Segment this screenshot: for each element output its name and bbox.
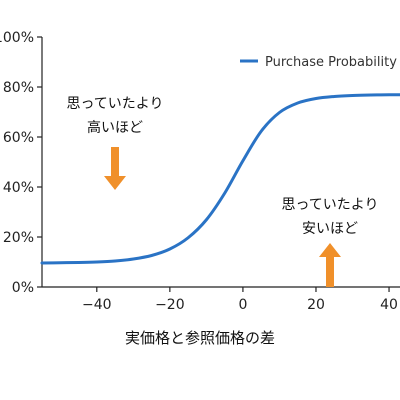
y-tick-label: 100%: [0, 30, 34, 46]
annotation-cheaper-arrow-icon: [319, 243, 341, 287]
y-tick-label: 60%: [3, 130, 34, 146]
series-layer: [40, 93, 400, 265]
series-line-purchase-probability: [40, 93, 400, 265]
annotation-higher-text: 高いほど: [87, 119, 143, 136]
legend: Purchase Probability: [240, 55, 397, 70]
annotation-higher-arrow-icon: [104, 147, 126, 190]
x-tick-label: −20: [155, 297, 185, 313]
x-axis-label: 実価格と参照価格の差: [125, 329, 275, 347]
legend-label: Purchase Probability: [265, 55, 397, 70]
annotation-higher-text: 思っていたより: [66, 96, 163, 112]
annotation-cheaper-text: 思っていたより: [281, 197, 378, 213]
x-tick-label: 0: [238, 297, 247, 313]
x-tick-label: 40: [380, 297, 398, 313]
x-tick-label: −40: [82, 297, 112, 313]
x-tick-label: 20: [307, 297, 325, 313]
y-tick-label: 40%: [3, 180, 34, 196]
axes: 0% 20% 40% 60% 80% 100% −40 −20 0 20 40: [0, 30, 400, 313]
annotation-cheaper-text: 安いほど: [302, 221, 358, 237]
y-tick-label: 80%: [3, 80, 34, 96]
y-tick-label: 20%: [3, 230, 34, 246]
y-tick-label: 0%: [12, 280, 34, 296]
